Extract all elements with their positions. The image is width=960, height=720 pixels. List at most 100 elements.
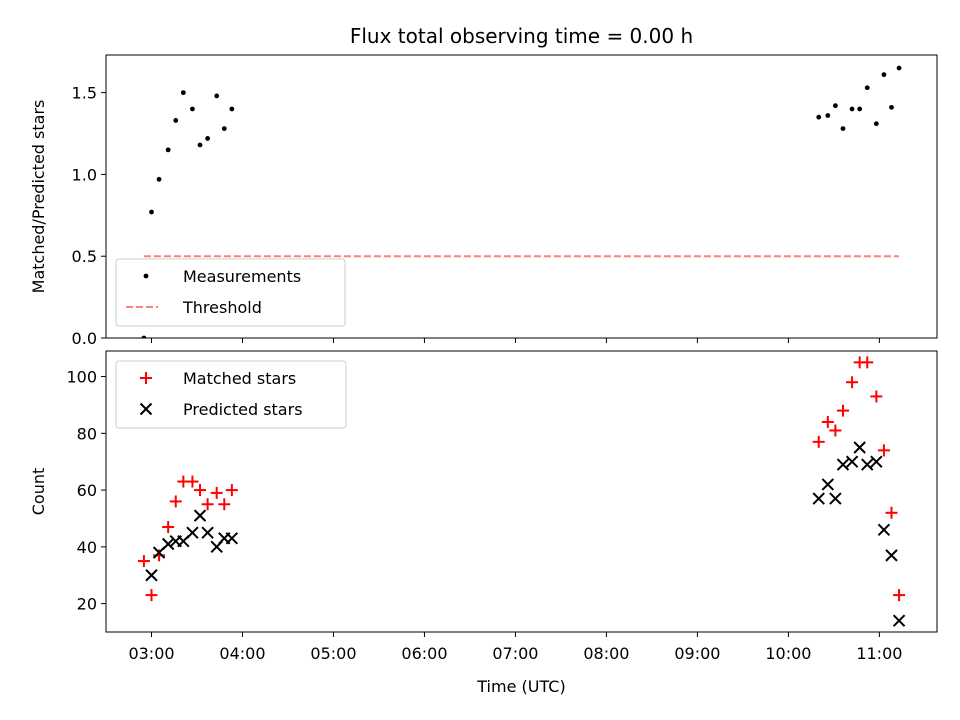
plus-data-point [836, 404, 849, 417]
legend-swatch-dot [143, 273, 149, 279]
x-data-point [877, 523, 891, 537]
x-data-point [821, 478, 835, 491]
x-tick-label: 07:00 [492, 644, 538, 663]
x-data-point [885, 549, 898, 562]
top-panel: 0.0 0.5 1.0 1.5 Matched/Predicted stars Measu… [29, 54, 938, 348]
dot-data-point [832, 103, 838, 109]
legend-label: Predicted stars [183, 400, 303, 419]
plus-data-point [169, 495, 182, 508]
plus-data-point [194, 484, 207, 497]
legend-swatch-x [139, 402, 153, 416]
x-marker-b [870, 455, 883, 468]
plus-data-point [210, 486, 223, 499]
dot-data-point [849, 106, 855, 112]
x-data-point [145, 569, 158, 582]
x-data-point [836, 458, 850, 471]
x-marker-b [853, 441, 866, 454]
x-marker-b [821, 478, 835, 491]
plus-data-point [877, 444, 890, 457]
legend-label: Matched stars [183, 369, 296, 388]
plus-data-point [846, 376, 859, 389]
x-marker-b [161, 537, 175, 551]
y-tick-label: 80 [77, 424, 97, 443]
data-layer [141, 65, 902, 338]
plus-data-point [145, 589, 158, 602]
dot-data-point [173, 118, 179, 123]
dot-data-point [141, 335, 147, 338]
x-marker-b [186, 526, 199, 539]
dot-data-point [857, 106, 863, 112]
y-tick-label: 100 [66, 368, 97, 387]
plus-data-point [861, 356, 874, 369]
plus-data-point [186, 475, 199, 488]
legend-label: Measurements [183, 267, 301, 286]
x-marker-b [885, 549, 898, 562]
x-marker-b [836, 458, 850, 471]
x-data-point [892, 614, 906, 627]
plus-data-point [218, 498, 231, 511]
dot-data-point [825, 113, 831, 118]
legend-box [115, 258, 346, 327]
y-tick-label: 60 [77, 481, 97, 500]
y-axis-label: Matched/Predicted stars [29, 100, 48, 294]
x-marker-b [201, 526, 214, 539]
x-tick-label: 11:00 [856, 644, 902, 663]
plus-data-point [885, 506, 898, 519]
y-tick-label: 0.5 [72, 247, 97, 266]
x-marker-b [877, 523, 891, 537]
x-tick-label: 06:00 [401, 644, 447, 663]
chart-title: Flux total observing time = 0.00 h [350, 24, 693, 48]
legend: Matched stars Predicted stars [115, 360, 347, 429]
dot-data-point [180, 90, 186, 96]
x-marker-b [845, 455, 859, 468]
plus-data-point [812, 435, 825, 448]
plus-data-point [821, 415, 834, 428]
x-data-point [853, 441, 866, 454]
plus-data-point [162, 520, 175, 533]
legend: Measurements Threshold [115, 258, 346, 327]
legend-swatch-plus [140, 372, 152, 384]
plus-data-point [201, 498, 214, 511]
x-data-point [829, 492, 842, 505]
dot-data-point [221, 126, 227, 132]
x-tick-label: 03:00 [128, 644, 174, 663]
axes-frame [105, 54, 938, 339]
dot-data-point [205, 136, 211, 141]
dot-data-point [889, 104, 894, 110]
dot-data-point [881, 72, 887, 78]
y-axis-label: Count [29, 468, 48, 516]
dot-data-point [149, 209, 154, 215]
x-axis-label: Time (UTC) [476, 677, 565, 696]
y-tick-label: 40 [77, 538, 97, 557]
x-tick-label: 04:00 [219, 644, 265, 663]
x-marker-b [892, 614, 906, 627]
x-marker-b [139, 402, 153, 416]
y-tick-label: 20 [77, 595, 97, 614]
x-tick-label: 10:00 [765, 644, 811, 663]
x-data-point [812, 492, 825, 505]
x-tick-label: 05:00 [310, 644, 356, 663]
plus-data-point [893, 589, 906, 602]
data-layer [137, 356, 906, 627]
x-data-point [870, 455, 883, 468]
x-data-point [193, 509, 207, 522]
x-data-point [161, 537, 175, 551]
x-marker-b [225, 532, 239, 545]
legend-label: Threshold [182, 298, 262, 317]
dot-data-point [156, 176, 162, 182]
x-data-point [845, 455, 859, 468]
dot-data-point [229, 106, 235, 112]
y-tick-label: 0.0 [72, 329, 97, 348]
x-data-point [186, 526, 199, 539]
x-tick-label: 09:00 [674, 644, 720, 663]
x-marker-b [193, 509, 207, 522]
dot-data-point [165, 147, 171, 153]
x-marker-b [812, 492, 825, 505]
bottom-panel: 20 40 60 80 100 03:00 04:00 05:00 06:00 07:00 08:0… [29, 350, 938, 696]
plus-data-point [225, 484, 238, 497]
dot-data-point [840, 126, 846, 132]
dot-data-point [896, 65, 902, 71]
x-data-point [861, 458, 874, 471]
